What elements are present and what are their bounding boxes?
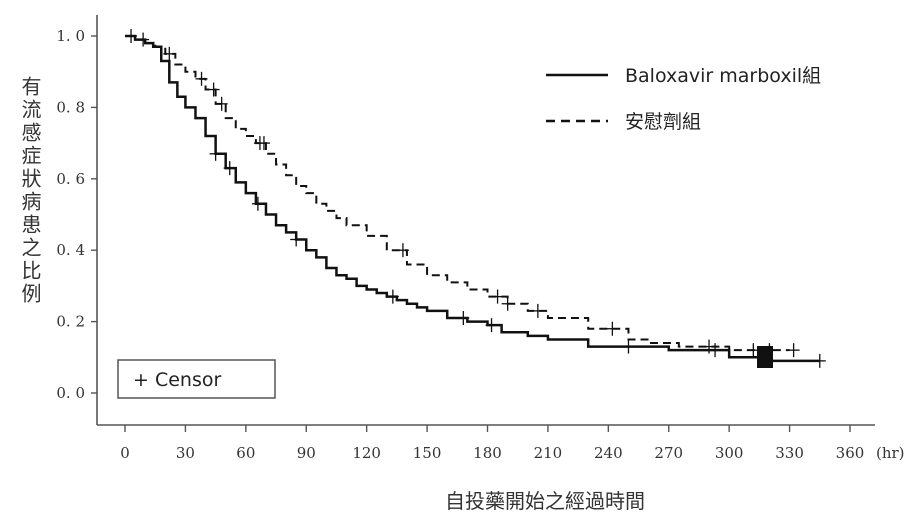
x-tick-label: 30 [176, 444, 195, 462]
y-tick-label: 0. 4 [56, 241, 85, 259]
censor-mark [396, 243, 409, 258]
censor-mark [251, 196, 264, 211]
censor-marks-placebo [163, 46, 800, 358]
censor-mark [606, 321, 619, 336]
censor-legend-box [117, 359, 276, 399]
x-tick-label: 90 [297, 444, 316, 462]
censor-legend: + Censor [117, 359, 276, 399]
censor-mark [207, 82, 220, 97]
censor-mark [223, 161, 236, 176]
censor-mark [813, 353, 826, 368]
x-tick-label: 330 [775, 444, 804, 462]
series-line-baloxavir [125, 34, 820, 363]
censor-mark [501, 296, 514, 311]
censor-mark [787, 343, 800, 358]
y-tick-label: 0. 6 [56, 170, 85, 188]
x-tick-label: 240 [594, 444, 623, 462]
legend-label-placebo: 安慰劑組 [625, 111, 701, 133]
censor-legend-label: + Censor [133, 369, 221, 391]
censor-mark [703, 339, 716, 354]
censor-mark [386, 289, 399, 304]
censor-mark [195, 71, 208, 86]
legend-label-baloxavir: Baloxavir marboxil組 [625, 65, 821, 87]
x-tick-label: 360 [836, 444, 865, 462]
x-tick-label: 300 [715, 444, 744, 462]
censor-mark [709, 343, 722, 358]
censor-mark [215, 96, 228, 111]
series-line-placebo [125, 35, 790, 352]
x-tick-label: 270 [654, 444, 683, 462]
x-tick-label: 210 [534, 444, 563, 462]
censor-cluster-block [757, 346, 773, 368]
censor-mark [137, 32, 150, 47]
x-ticks: 0 30 60 90 120 150 180 210 240 270 300 330 360 [120, 425, 864, 462]
censor-mark [209, 146, 222, 161]
x-tick-label: 60 [236, 444, 255, 462]
y-tick-label: 0. 2 [56, 313, 85, 331]
x-tick-label: 180 [473, 444, 502, 462]
censor-mark [163, 46, 176, 61]
y-tick-label: 1. 0 [56, 27, 85, 45]
y-tick-label: 0. 0 [56, 384, 85, 402]
legend: Baloxavir marboxil組 安慰劑組 [546, 65, 821, 133]
censor-mark [622, 339, 635, 354]
x-axis-title: 自投藥開始之經過時間 [445, 489, 645, 513]
x-unit-label: (hr) [876, 444, 905, 462]
x-tick-label: 120 [352, 444, 381, 462]
censor-mark [290, 232, 303, 247]
censor-mark [457, 311, 470, 326]
x-tick-label: 0 [120, 444, 130, 462]
censor-mark [125, 29, 138, 43]
censor-mark [531, 303, 544, 318]
censor-mark [485, 318, 498, 333]
censor-mark [491, 289, 504, 304]
y-ticks: 0. 0 0. 2 0. 4 0. 6 0. 8 1. 0 [56, 27, 97, 402]
censor-mark [257, 136, 270, 151]
y-axis-title: 有流感症狀病患之比例 [18, 76, 42, 306]
x-tick-label: 150 [413, 444, 442, 462]
y-tick-label: 0. 8 [56, 98, 85, 116]
